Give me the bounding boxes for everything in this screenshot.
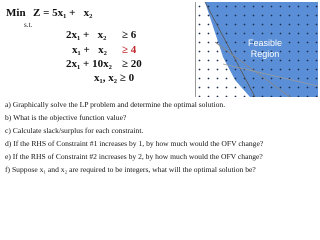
- constraint-rhs: ≥ 4: [122, 44, 137, 56]
- constraint-rhs: ≥ 20: [122, 58, 142, 70]
- objective-expression: Z = 5x₁ + x₂: [33, 7, 93, 19]
- constraint-line: [222, 63, 318, 87]
- subject-to: s.t.: [24, 21, 33, 29]
- constraint-lhs: 2x₁ + 10x₂: [66, 58, 112, 70]
- question: a) Graphically solve the LP problem and …: [5, 100, 226, 109]
- constraint-line: [214, 41, 291, 97]
- nonnegativity: x₁, x₂ ≥ 0: [94, 72, 135, 84]
- constraint-lhs: x₁ + x₂: [72, 44, 107, 56]
- region-label: Region: [251, 49, 280, 59]
- graph: Feasible Region: [195, 2, 318, 97]
- question: f) Suppose x₁ and x₂ are required to be …: [5, 165, 256, 174]
- question: e) If the RHS of Constraint #2 increases…: [5, 152, 263, 161]
- constraint-line: [204, 2, 256, 97]
- page: {"objective": {"sense": "Min", "expressi…: [5, 2, 318, 174]
- objective-sense: Min: [6, 7, 26, 19]
- constraint-rhs: ≥ 6: [122, 29, 137, 41]
- question: c) Calculate slack/surplus for each cons…: [5, 126, 144, 135]
- constraint-lhs: 2x₁ + x₂: [66, 29, 107, 41]
- question: d) If the RHS of Constraint #1 increases…: [5, 139, 264, 148]
- question: b) What is the objective function value?: [5, 113, 127, 122]
- region-label: Feasible: [248, 38, 282, 48]
